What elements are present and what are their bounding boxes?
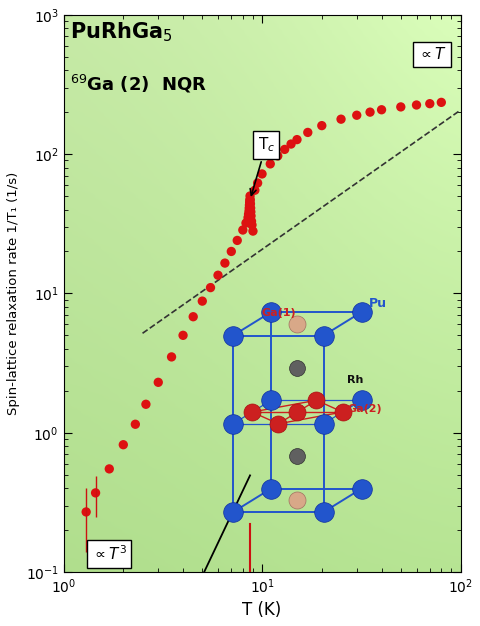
Point <box>378 105 385 115</box>
Point <box>120 439 127 449</box>
Point <box>287 139 295 149</box>
Point <box>366 107 374 117</box>
Point <box>245 209 252 219</box>
Point <box>249 226 257 236</box>
Point <box>246 191 254 201</box>
Point <box>246 200 253 210</box>
Point <box>247 198 254 208</box>
Point <box>207 282 215 292</box>
X-axis label: T (K): T (K) <box>242 601 282 619</box>
Point <box>245 206 253 216</box>
Point <box>274 151 282 161</box>
Point <box>214 270 222 280</box>
Point <box>251 185 259 195</box>
Point <box>247 211 255 221</box>
Point <box>397 102 405 112</box>
Point <box>247 203 254 213</box>
Point <box>353 110 360 120</box>
Point <box>337 114 345 124</box>
Point <box>247 207 255 217</box>
Point <box>242 218 250 228</box>
Point <box>168 352 175 362</box>
Point <box>258 169 266 179</box>
Point <box>413 100 420 110</box>
Point <box>293 135 301 145</box>
Point <box>246 195 254 205</box>
Point <box>244 213 252 223</box>
Point <box>266 159 274 169</box>
Point <box>179 331 187 341</box>
Point <box>198 296 206 306</box>
Point <box>233 235 241 245</box>
Text: PuRhGa$_5$: PuRhGa$_5$ <box>70 21 173 44</box>
Point <box>92 488 99 498</box>
Point <box>132 419 139 429</box>
Text: $\propto T$: $\propto T$ <box>418 46 447 63</box>
Point <box>245 203 253 213</box>
Point <box>318 121 325 131</box>
Point <box>254 178 262 188</box>
Point <box>106 464 113 474</box>
Point <box>248 220 256 230</box>
Text: $^{69}$Ga (2)  NQR: $^{69}$Ga (2) NQR <box>70 73 207 95</box>
Point <box>304 128 312 138</box>
Y-axis label: Spin-lattice relaxation rate 1/T₁ (1/s): Spin-lattice relaxation rate 1/T₁ (1/s) <box>7 172 20 415</box>
Text: T$_c$: T$_c$ <box>250 135 275 195</box>
Point <box>221 258 229 268</box>
Point <box>426 99 433 109</box>
Point <box>246 197 253 207</box>
Point <box>155 377 162 387</box>
Point <box>246 195 254 205</box>
Point <box>281 145 288 155</box>
Point <box>228 247 235 257</box>
Point <box>248 216 255 226</box>
Point <box>190 312 197 322</box>
Point <box>83 507 90 517</box>
Point <box>142 399 150 409</box>
Point <box>239 225 247 235</box>
Text: $\propto T^3$: $\propto T^3$ <box>92 545 127 563</box>
Point <box>437 98 445 108</box>
